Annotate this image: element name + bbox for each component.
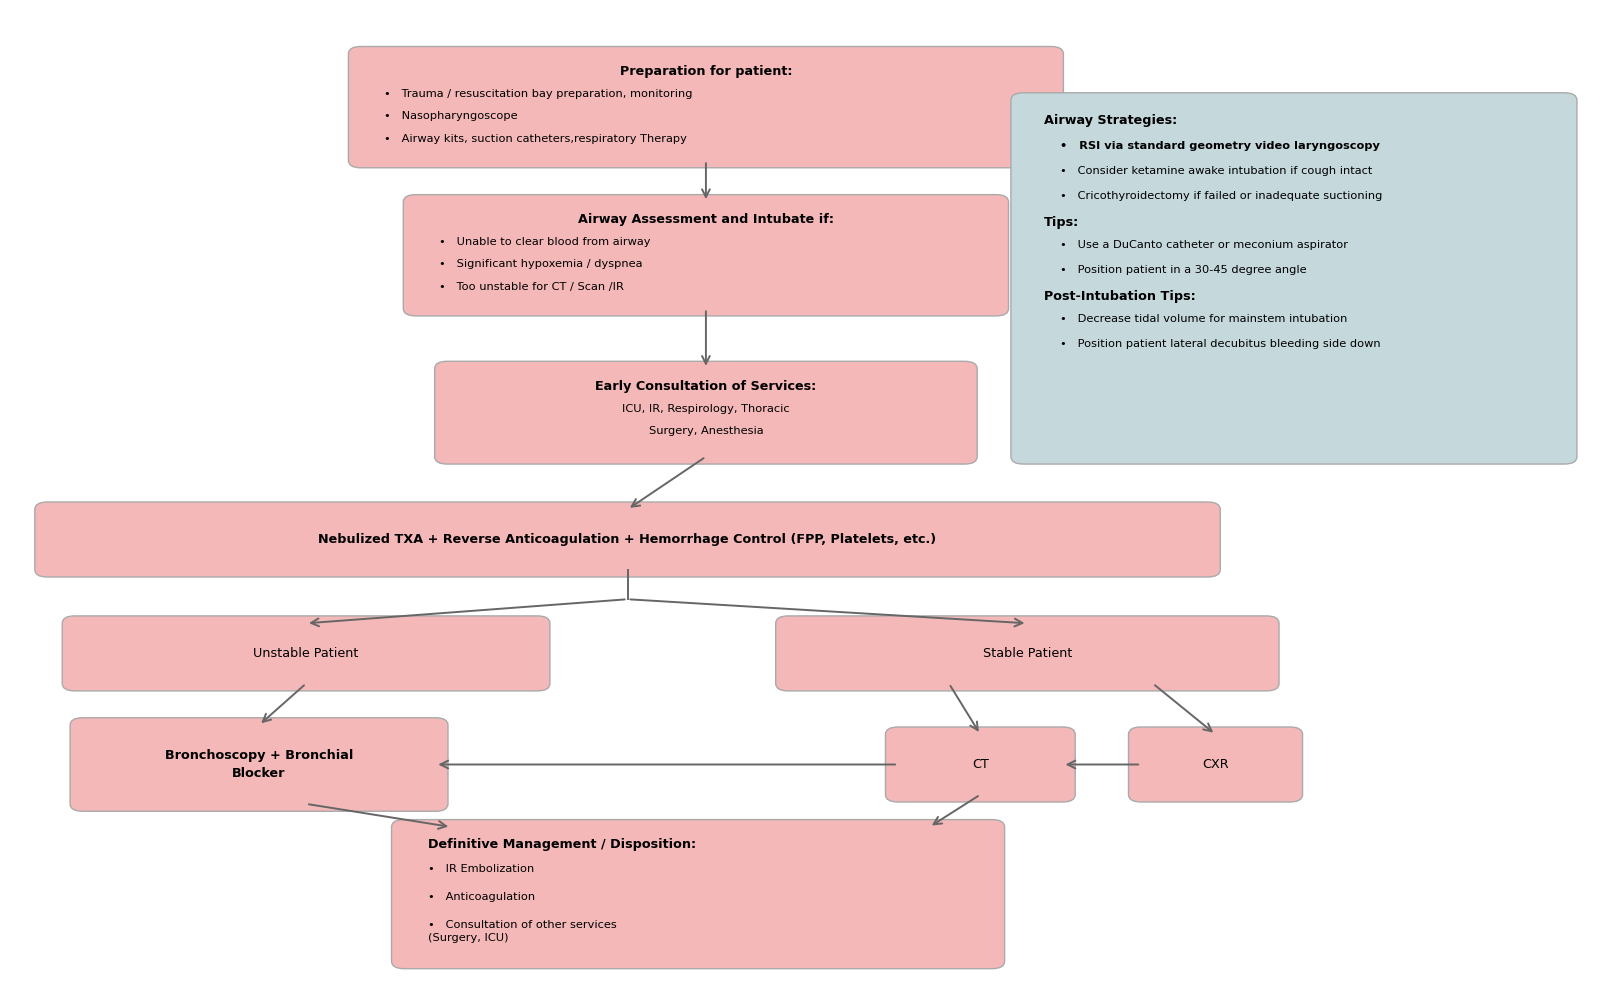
Text: Surgery, Anesthesia: Surgery, Anesthesia — [648, 427, 763, 436]
Text: •   Decrease tidal volume for mainstem intubation: • Decrease tidal volume for mainstem int… — [1059, 314, 1347, 324]
FancyBboxPatch shape — [70, 718, 448, 811]
Text: •   Nasopharyngoscope: • Nasopharyngoscope — [384, 111, 518, 121]
Text: CT: CT — [971, 758, 989, 771]
Text: •   IR Embolization: • IR Embolization — [427, 864, 534, 874]
Text: •   Consultation of other services
(Surgery, ICU): • Consultation of other services (Surger… — [427, 920, 616, 942]
Text: CXR: CXR — [1202, 758, 1229, 771]
Text: •   Trauma / resuscitation bay preparation, monitoring: • Trauma / resuscitation bay preparation… — [384, 89, 693, 99]
Text: •   Position patient in a 30-45 degree angle: • Position patient in a 30-45 degree ang… — [1059, 265, 1306, 275]
Text: Tips:: Tips: — [1043, 216, 1078, 229]
Text: •   Position patient lateral decubitus bleeding side down: • Position patient lateral decubitus ble… — [1059, 339, 1381, 349]
FancyBboxPatch shape — [35, 502, 1221, 577]
Text: Preparation for patient:: Preparation for patient: — [619, 65, 792, 78]
Text: •   Anticoagulation: • Anticoagulation — [427, 892, 534, 902]
FancyBboxPatch shape — [403, 194, 1008, 315]
Text: •   Use a DuCanto catheter or meconium aspirator: • Use a DuCanto catheter or meconium asp… — [1059, 240, 1347, 250]
Text: Post-Intubation Tips:: Post-Intubation Tips: — [1043, 290, 1195, 303]
Text: •   Airway kits, suction catheters,respiratory Therapy: • Airway kits, suction catheters,respira… — [384, 134, 688, 144]
Text: •   Unable to clear blood from airway: • Unable to clear blood from airway — [440, 237, 651, 247]
Text: •   Significant hypoxemia / dyspnea: • Significant hypoxemia / dyspnea — [440, 260, 643, 270]
FancyBboxPatch shape — [1011, 93, 1578, 464]
Text: Early Consultation of Services:: Early Consultation of Services: — [595, 380, 816, 393]
Text: •   Cricothyroidectomy if failed or inadequate suctioning: • Cricothyroidectomy if failed or inadeq… — [1059, 190, 1382, 201]
FancyBboxPatch shape — [392, 819, 1005, 968]
FancyBboxPatch shape — [435, 361, 978, 464]
Text: Airway Strategies:: Airway Strategies: — [1043, 114, 1178, 127]
FancyBboxPatch shape — [349, 47, 1064, 168]
Text: •   Too unstable for CT / Scan /IR: • Too unstable for CT / Scan /IR — [440, 282, 624, 292]
Text: Bronchoscopy + Bronchial
Blocker: Bronchoscopy + Bronchial Blocker — [165, 749, 354, 780]
Text: Definitive Management / Disposition:: Definitive Management / Disposition: — [427, 838, 696, 851]
FancyBboxPatch shape — [1128, 727, 1302, 802]
Text: ICU, IR, Respirology, Thoracic: ICU, IR, Respirology, Thoracic — [622, 404, 790, 414]
FancyBboxPatch shape — [62, 616, 550, 690]
Text: •   Consider ketamine awake intubation if cough intact: • Consider ketamine awake intubation if … — [1059, 166, 1371, 176]
Text: Unstable Patient: Unstable Patient — [253, 647, 358, 660]
Text: •   RSI via standard geometry video laryngoscopy: • RSI via standard geometry video laryng… — [1059, 141, 1379, 151]
FancyBboxPatch shape — [776, 616, 1278, 690]
Text: Airway Assessment and Intubate if:: Airway Assessment and Intubate if: — [578, 213, 834, 226]
Text: Nebulized TXA + Reverse Anticoagulation + Hemorrhage Control (FPP, Platelets, et: Nebulized TXA + Reverse Anticoagulation … — [318, 533, 936, 546]
Text: Stable Patient: Stable Patient — [982, 647, 1072, 660]
FancyBboxPatch shape — [885, 727, 1075, 802]
